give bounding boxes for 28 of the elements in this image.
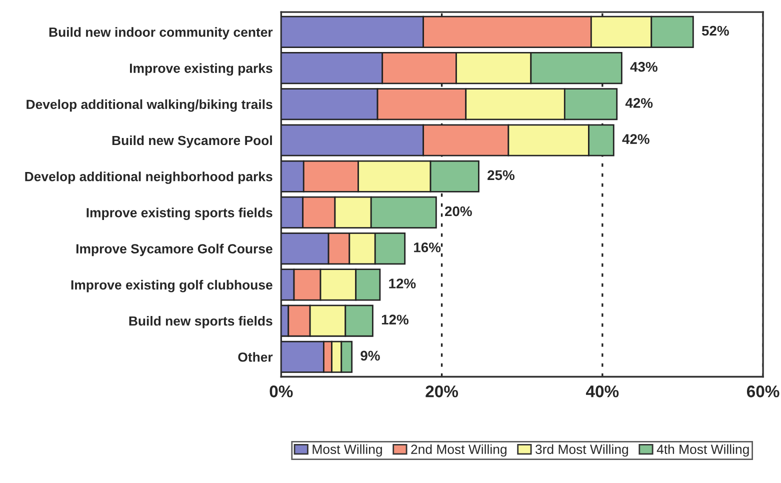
total-label: 42% (622, 134, 650, 144)
total-label: 20% (444, 206, 472, 216)
x-tick-label: 60% (746, 386, 780, 398)
y-tick-label: Develop additional walking/biking trails (26, 99, 272, 112)
total-label: 43% (630, 62, 658, 72)
y-tick-label: Develop additional neighborhood parks (25, 172, 272, 184)
x-tick-label: 0% (270, 386, 293, 398)
y-tick-label: Improve Sycamore Golf Course (76, 244, 272, 256)
y-tick-label: Improve existing golf clubhouse (71, 280, 272, 292)
y-tick-label: Improve existing sports fields (86, 208, 272, 220)
total-label: 16% (414, 242, 441, 252)
y-tick-label: Other (238, 352, 273, 362)
total-label: 42% (625, 98, 653, 108)
total-label: 25% (488, 170, 514, 180)
total-label: 12% (382, 314, 408, 324)
y-tick-label: Build new indoor community center (49, 27, 273, 40)
x-tick-label: 20% (426, 386, 458, 398)
legend-label: 3rd Most Willing (536, 444, 628, 457)
y-tick-label: Build new Sycamore Pool (112, 135, 272, 148)
legend-label: 2nd Most Willing (411, 444, 506, 457)
total-label: 12% (389, 278, 416, 288)
total-label: 9% (360, 350, 380, 361)
x-tick-label: 40% (586, 386, 619, 398)
y-tick-label: Build new sports fields (129, 316, 272, 328)
total-label: 52% (702, 26, 729, 36)
legend-label: Most Willing (312, 444, 382, 457)
legend-label: 4th Most Willing (656, 444, 749, 457)
y-tick-label: Improve existing parks (130, 63, 272, 76)
